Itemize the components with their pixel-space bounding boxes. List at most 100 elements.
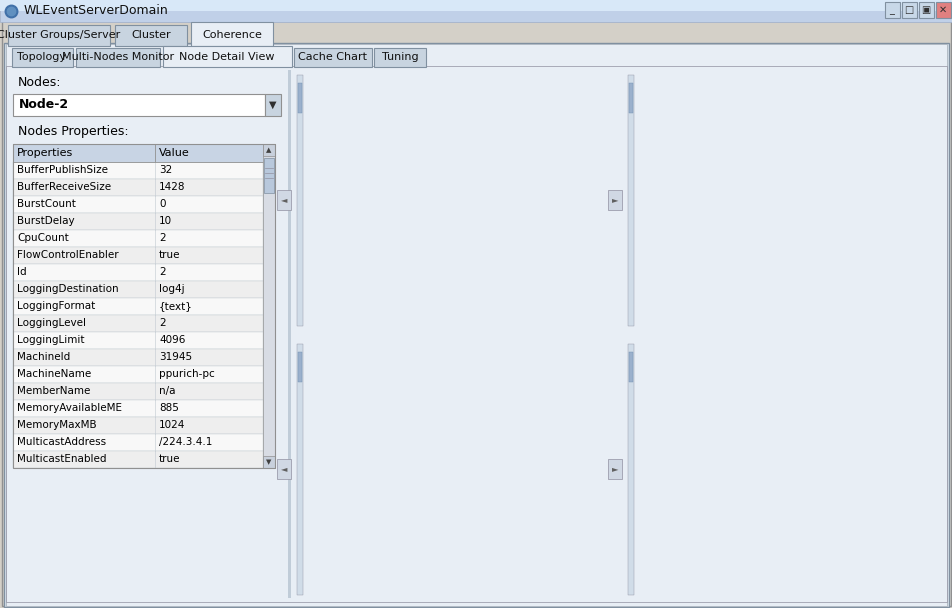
Text: Node-2: Node-2 <box>19 98 69 111</box>
Text: Cluster: Cluster <box>131 30 170 40</box>
FancyBboxPatch shape <box>263 144 275 468</box>
Text: Nodes:: Nodes: <box>18 75 62 89</box>
FancyBboxPatch shape <box>13 230 263 247</box>
Bar <box>305 347 324 600</box>
FancyBboxPatch shape <box>190 22 272 46</box>
FancyBboxPatch shape <box>277 459 290 479</box>
Bar <box>305 78 324 331</box>
FancyBboxPatch shape <box>901 2 916 18</box>
FancyBboxPatch shape <box>13 383 263 400</box>
Text: Properties: Properties <box>17 148 73 158</box>
Text: MulticastEnabled: MulticastEnabled <box>17 454 107 464</box>
Text: Topology: Topology <box>17 52 67 62</box>
Text: 2: 2 <box>159 318 166 328</box>
FancyBboxPatch shape <box>607 190 622 210</box>
Text: Cluster Groups/Server: Cluster Groups/Server <box>0 30 121 40</box>
Text: 0: 0 <box>159 199 166 209</box>
Text: ▣: ▣ <box>921 5 930 15</box>
FancyBboxPatch shape <box>13 434 263 451</box>
FancyBboxPatch shape <box>13 144 275 162</box>
Text: MemoryAvailableME: MemoryAvailableME <box>17 403 122 413</box>
Text: ▲: ▲ <box>266 147 271 153</box>
FancyBboxPatch shape <box>13 94 265 116</box>
Text: MulticastAddress: MulticastAddress <box>17 437 106 447</box>
Text: BufferReceiveSize: BufferReceiveSize <box>17 182 111 192</box>
Text: 2: 2 <box>159 267 166 277</box>
FancyBboxPatch shape <box>8 25 109 46</box>
Text: MemberName: MemberName <box>17 386 90 396</box>
FancyBboxPatch shape <box>13 264 263 281</box>
Text: true: true <box>159 454 180 464</box>
Text: Id: Id <box>17 267 27 277</box>
Text: 2: 2 <box>159 233 166 243</box>
FancyBboxPatch shape <box>628 83 632 113</box>
FancyBboxPatch shape <box>13 315 263 332</box>
FancyBboxPatch shape <box>373 48 426 67</box>
Text: Value: Value <box>159 148 189 158</box>
FancyBboxPatch shape <box>277 190 290 210</box>
Text: Node Detail View: Node Detail View <box>179 52 274 62</box>
FancyBboxPatch shape <box>298 352 302 382</box>
X-axis label: Time: Time <box>441 347 467 357</box>
Text: Coherence: Coherence <box>202 30 262 40</box>
Text: ▼: ▼ <box>269 100 276 110</box>
FancyBboxPatch shape <box>265 94 281 116</box>
Text: {text}: {text} <box>159 301 192 311</box>
Text: CpuCount: CpuCount <box>17 233 69 243</box>
Text: log4j: log4j <box>159 284 185 294</box>
FancyBboxPatch shape <box>6 44 946 606</box>
Text: LoggingDestination: LoggingDestination <box>17 284 118 294</box>
Bar <box>635 78 655 331</box>
FancyBboxPatch shape <box>298 83 302 113</box>
Text: /224.3.4.1: /224.3.4.1 <box>159 437 212 447</box>
FancyBboxPatch shape <box>13 247 263 264</box>
Text: true: true <box>159 250 180 260</box>
FancyBboxPatch shape <box>263 456 275 468</box>
Text: Nodes Properties:: Nodes Properties: <box>18 125 129 139</box>
Text: Tuning: Tuning <box>382 52 418 62</box>
FancyBboxPatch shape <box>627 344 633 595</box>
Text: FlowControlEnabler: FlowControlEnabler <box>17 250 118 260</box>
FancyBboxPatch shape <box>4 43 948 607</box>
FancyBboxPatch shape <box>288 70 290 598</box>
FancyBboxPatch shape <box>13 196 263 213</box>
Text: Multi-Nodes Monitor: Multi-Nodes Monitor <box>62 52 174 62</box>
Text: 10: 10 <box>159 216 172 226</box>
Text: BufferPublishSize: BufferPublishSize <box>17 165 108 175</box>
FancyBboxPatch shape <box>163 46 291 67</box>
Text: 32: 32 <box>159 165 172 175</box>
Text: ►: ► <box>611 465 618 474</box>
Text: _: _ <box>888 5 894 15</box>
Y-axis label: Memory Available: Memory Available <box>264 158 273 251</box>
FancyBboxPatch shape <box>76 48 160 67</box>
FancyBboxPatch shape <box>918 2 933 18</box>
FancyBboxPatch shape <box>13 281 263 298</box>
Text: ◄: ◄ <box>281 465 287 474</box>
Text: LoggingLevel: LoggingLevel <box>17 318 86 328</box>
FancyBboxPatch shape <box>935 2 950 18</box>
FancyBboxPatch shape <box>12 48 73 67</box>
FancyBboxPatch shape <box>13 366 263 383</box>
Text: ►: ► <box>611 196 618 204</box>
Bar <box>635 347 655 600</box>
FancyBboxPatch shape <box>13 213 263 230</box>
FancyBboxPatch shape <box>264 158 274 193</box>
Text: WLEventServerDomain: WLEventServerDomain <box>24 4 169 18</box>
FancyBboxPatch shape <box>13 298 263 315</box>
Text: BurstDelay: BurstDelay <box>17 216 74 226</box>
Text: MemoryMaxMB: MemoryMaxMB <box>17 420 96 430</box>
FancyBboxPatch shape <box>627 75 633 326</box>
Text: BurstCount: BurstCount <box>17 199 76 209</box>
FancyBboxPatch shape <box>297 75 303 326</box>
Text: 1024: 1024 <box>159 420 186 430</box>
Text: □: □ <box>903 5 913 15</box>
Text: 31945: 31945 <box>159 352 192 362</box>
Text: ✕: ✕ <box>938 5 946 15</box>
Text: 4096: 4096 <box>159 335 186 345</box>
FancyBboxPatch shape <box>293 48 371 67</box>
FancyBboxPatch shape <box>6 66 946 602</box>
FancyBboxPatch shape <box>13 179 263 196</box>
FancyBboxPatch shape <box>0 0 952 22</box>
Y-axis label: Memory Max: Memory Max <box>594 171 604 238</box>
Text: MachineId: MachineId <box>17 352 70 362</box>
